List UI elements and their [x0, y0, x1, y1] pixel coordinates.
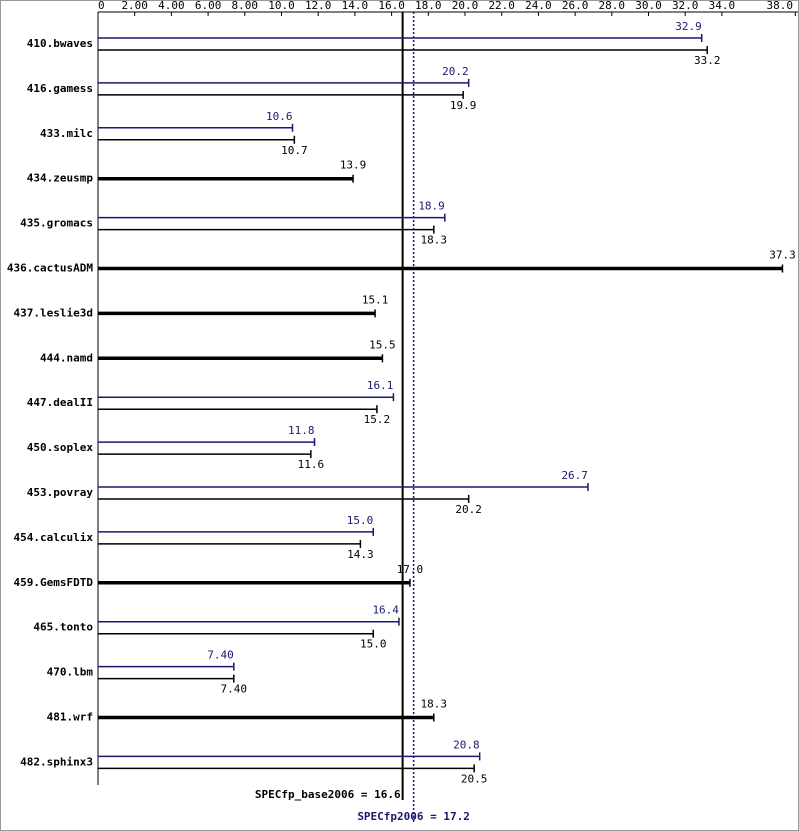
x-tick-label: 32.0	[672, 0, 699, 12]
category-label: 447.dealII	[27, 396, 93, 409]
value-label: 14.3	[347, 548, 374, 561]
x-tick-label: 26.0	[562, 0, 589, 12]
value-label: 26.7	[561, 469, 588, 482]
value-label: 32.9	[675, 20, 702, 33]
value-label: 20.2	[455, 503, 482, 516]
category-label: 444.namd	[40, 351, 93, 364]
category-label: 454.calculix	[14, 531, 94, 544]
x-tick-label: 24.0	[525, 0, 552, 12]
reference-label: SPECfp2006 = 17.2	[357, 810, 470, 823]
value-label: 10.7	[281, 144, 308, 157]
x-tick-label: 2.00	[121, 0, 148, 12]
value-label: 17.0	[397, 563, 424, 576]
value-label: 16.4	[372, 604, 399, 617]
category-label: 435.gromacs	[20, 217, 93, 230]
value-label: 11.8	[288, 424, 315, 437]
value-label: 33.2	[694, 54, 721, 67]
x-tick-label: 0	[98, 0, 105, 12]
x-tick-label: 22.0	[488, 0, 515, 12]
category-label: 433.milc	[40, 127, 93, 140]
category-label: 481.wrf	[47, 711, 93, 724]
category-label: 465.tonto	[33, 621, 93, 634]
x-tick-label: 38.0	[767, 0, 794, 12]
x-tick-label: 6.00	[195, 0, 222, 12]
x-tick-label: 10.0	[268, 0, 295, 12]
category-label: 450.soplex	[27, 441, 94, 454]
value-label: 10.6	[266, 110, 293, 123]
x-tick-label: 14.0	[342, 0, 369, 12]
category-label: 437.leslie3d	[14, 306, 93, 319]
value-label: 18.3	[421, 234, 448, 247]
value-label: 13.9	[340, 159, 367, 172]
category-label: 436.cactusADM	[7, 262, 93, 275]
category-label: 416.gamess	[27, 82, 93, 95]
value-label: 37.3	[769, 249, 796, 262]
x-tick-label: 8.00	[232, 0, 259, 12]
category-label: 410.bwaves	[27, 37, 93, 50]
x-tick-label: 28.0	[599, 0, 626, 12]
category-label: 453.povray	[27, 486, 94, 499]
value-label: 7.40	[207, 649, 234, 662]
value-label: 15.0	[347, 514, 374, 527]
value-label: 15.1	[362, 293, 389, 306]
x-tick-label: 30.0	[635, 0, 662, 12]
x-tick-label: 18.0	[415, 0, 442, 12]
category-label: 434.zeusmp	[27, 172, 94, 185]
category-label: 482.sphinx3	[20, 755, 93, 768]
value-label: 15.2	[364, 413, 391, 426]
x-tick-label: 20.0	[452, 0, 479, 12]
x-tick-label: 16.0	[378, 0, 405, 12]
value-label: 15.5	[369, 338, 396, 351]
x-tick-label: 12.0	[305, 0, 332, 12]
value-label: 15.0	[360, 638, 387, 651]
value-label: 16.1	[367, 379, 394, 392]
x-tick-label: 34.0	[709, 0, 736, 12]
value-label: 19.9	[450, 99, 477, 112]
category-label: 470.lbm	[47, 666, 94, 679]
value-label: 20.2	[442, 65, 469, 78]
value-label: 18.3	[421, 698, 448, 711]
category-label: 459.GemsFDTD	[14, 576, 94, 589]
x-tick-label: 4.00	[158, 0, 185, 12]
value-label: 7.40	[221, 683, 248, 696]
value-label: 11.6	[298, 458, 325, 471]
value-label: 18.9	[418, 200, 445, 213]
reference-label: SPECfp_base2006 = 16.6	[255, 788, 401, 801]
value-label: 20.5	[461, 772, 488, 785]
value-label: 20.8	[453, 738, 480, 751]
